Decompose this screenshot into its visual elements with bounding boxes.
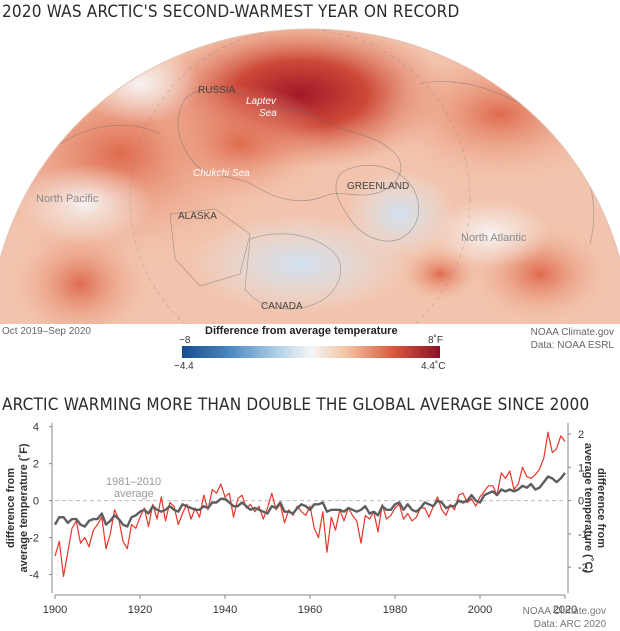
x-tick-label: 2020 [553,604,577,615]
average-label-line2: average [114,488,154,500]
map-credit: NOAA Climate.gov Data: NOAA ESRL [531,326,614,352]
legend-max-f: 8˚F [428,335,443,346]
chart-credit-data: Data: ARC 2020 [533,619,606,630]
label-russia: RUSSIA [198,85,236,96]
chart-axes: 4 2 0 -2 -4 2 1 0 -1 -2 1900 1920 1940 1960 1980 2000 20… [5,422,607,615]
chart-series [53,431,566,577]
y-axis-left-title: difference fromaverage temperature (˚F) [5,443,30,572]
chart-credit: NOAA Climate.gov Data: ARC 2020 [523,605,606,631]
y-tick-left-label: -2 [29,533,39,545]
y-tick-right-label: 2 [578,429,584,441]
x-tick-label: 1920 [128,604,152,615]
label-alaska: ALASKA [178,211,217,222]
x-tick-label: 1940 [213,604,237,615]
y-tick-right-label: -2 [578,562,588,574]
average-label-line1: 1981–2010 [106,476,161,488]
y-axis-right-title-line2: average temperature (˚C) [582,443,594,574]
label-north-pacific: North Pacific [36,193,99,205]
temperature-chart: 4 2 0 -2 -4 2 1 0 -1 -2 1900 1920 1940 1960 1980 2000 20… [5,422,607,615]
chart-title: Arctic warming more than double the glob… [2,395,590,415]
y-tick-left-label: 0 [33,496,39,508]
map-period: Oct 2019–Sep 2020 [2,326,91,337]
x-tick-label: 1960 [298,604,322,615]
label-north-atlantic: North Atlantic [461,232,527,244]
y-tick-left-label: 4 [33,422,39,434]
label-greenland: GREENLAND [347,181,409,192]
label-canada: CANADA [261,301,303,312]
legend-title: Difference from average temperature [205,325,398,337]
map-credit-data: Data: NOAA ESRL [530,340,614,351]
y-axis-right-title: difference fromaverage temperature (˚C) [582,443,607,574]
y-axis-right-title-line1: difference from [595,468,607,548]
y-tick-left-label: 2 [33,459,39,471]
series-line-global [53,472,566,528]
series-line-arctic [54,431,566,577]
label-chukchi-sea: Chukchi Sea [193,168,250,179]
legend-max-c: 4.4˚C [421,361,446,372]
x-tick-label: 1980 [383,604,407,615]
label-laptev-sea: Laptev [246,96,277,107]
chart-credit-source: NOAA Climate.gov [522,606,606,617]
map-credit-source: NOAA Climate.gov [530,327,614,338]
y-tick-right-label: 0 [578,496,584,508]
legend-min-c: −4.4 [174,361,194,372]
map-title: 2020 was Arctic's second-warmest year on… [2,2,460,22]
label-laptev-sea-line2: Sea [259,108,277,119]
x-tick-label: 2000 [468,604,492,615]
y-axis-left-title-line1: difference from [5,468,17,548]
y-axis-left-title-line2: average temperature (˚F) [18,443,30,572]
y-tick-left-label: -4 [29,570,39,582]
legend-color-bar [182,346,440,358]
arctic-temperature-map: RUSSIA Laptev Sea Chukchi Sea GREENLAND … [0,28,620,324]
y-tick-right-label: -1 [578,529,588,541]
y-tick-right-label: 1 [578,462,584,474]
legend-min-f: −8 [179,335,191,346]
x-tick-label: 1900 [43,604,67,615]
